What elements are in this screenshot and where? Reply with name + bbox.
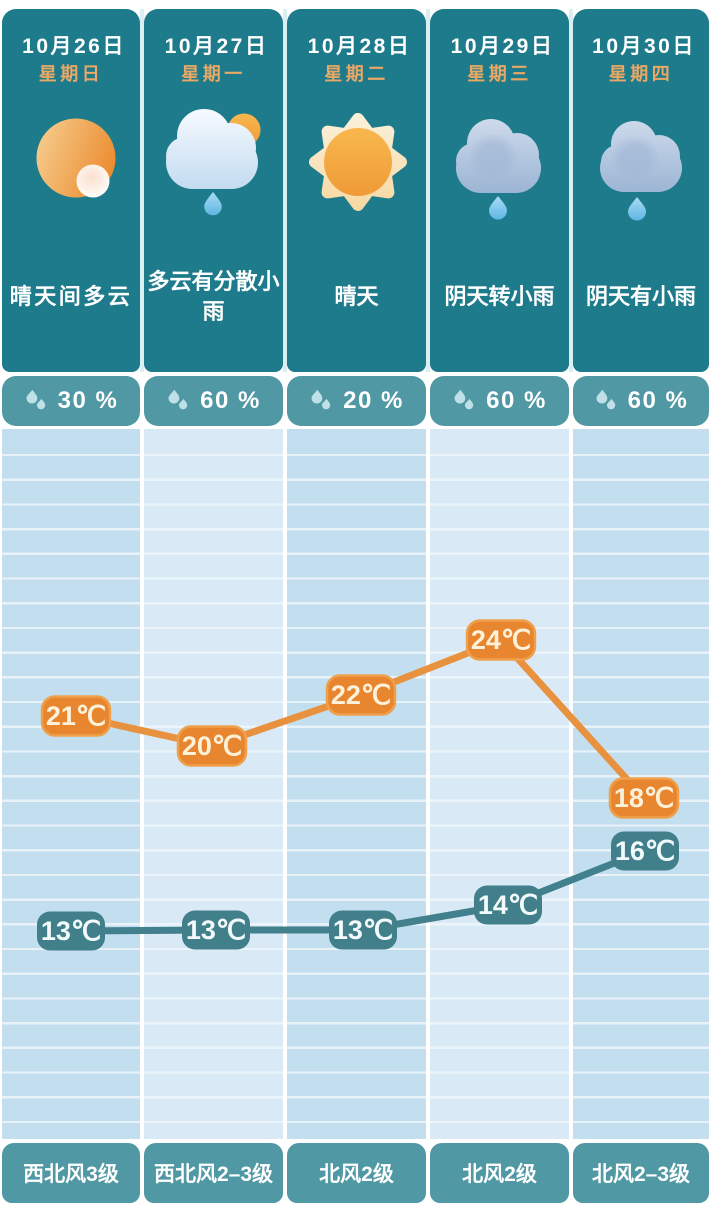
svg-text:13℃: 13℃ xyxy=(333,915,393,945)
svg-text:20℃: 20℃ xyxy=(182,731,242,761)
svg-text:24℃: 24℃ xyxy=(471,625,531,655)
svg-text:14℃: 14℃ xyxy=(478,890,538,920)
svg-text:21℃: 21℃ xyxy=(46,701,106,731)
svg-text:18℃: 18℃ xyxy=(614,783,674,813)
svg-text:22℃: 22℃ xyxy=(331,680,391,710)
svg-text:16℃: 16℃ xyxy=(615,836,675,866)
svg-text:13℃: 13℃ xyxy=(41,916,101,946)
svg-text:13℃: 13℃ xyxy=(186,915,246,945)
